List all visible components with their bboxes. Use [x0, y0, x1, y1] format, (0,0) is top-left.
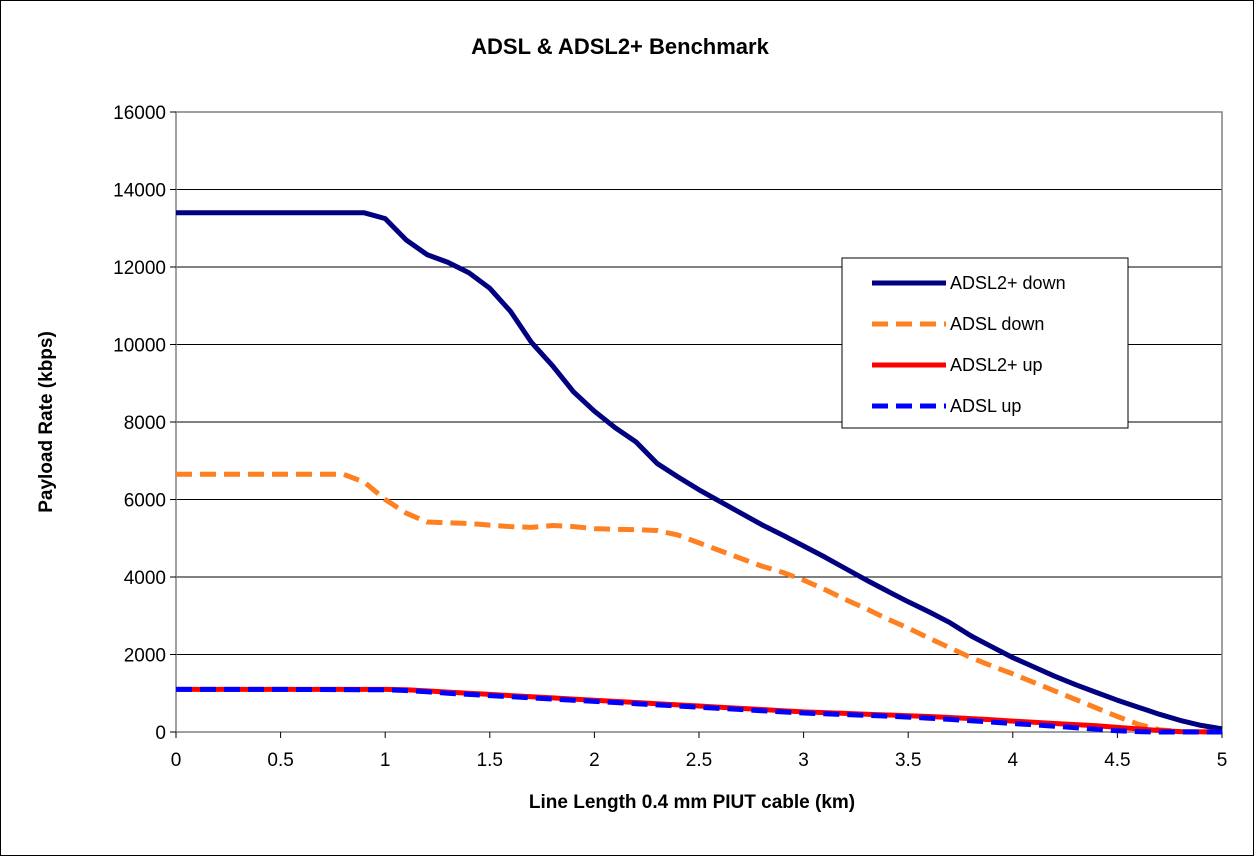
series-layer: [176, 210, 1223, 735]
legend-label: ADSL2+ up: [950, 355, 1043, 375]
legend-label: ADSL up: [950, 396, 1021, 416]
x-tick-label: 4: [1008, 750, 1019, 771]
y-axis-label: Payload Rate (kbps): [36, 331, 57, 513]
legend-label: ADSL down: [950, 314, 1044, 334]
x-tick-label: 5: [1217, 750, 1228, 771]
series-line-adsl2-up: [176, 686, 1223, 735]
x-tick-label: 2: [589, 750, 600, 771]
x-tick-label: 1: [380, 750, 391, 771]
y-tick-label: 14000: [113, 181, 166, 202]
x-tick-label: 4.5: [1104, 750, 1130, 771]
y-tick-label: 8000: [124, 413, 166, 434]
chart-title: ADSL & ADSL2+ Benchmark: [471, 34, 769, 59]
x-axis-label: Line Length 0.4 mm PIUT cable (km): [529, 792, 855, 813]
x-tick-label: 1.5: [477, 750, 503, 771]
x-axis-ticks: 0 0.5 1 1.5 2 2.5 3 3.5 4 4.5 5: [171, 732, 1228, 771]
series-line-adsl-down: [176, 471, 1223, 735]
x-tick-label: 0.5: [267, 750, 293, 771]
x-tick-label: 3: [798, 750, 809, 771]
legend: ADSL2+ down ADSL down ADSL2+ up ADSL up: [841, 257, 1129, 429]
legend-box: [841, 257, 1129, 429]
x-tick-label: 3.5: [895, 750, 921, 771]
series-line-adsl-up: [176, 686, 1222, 735]
y-tick-label: 16000: [113, 103, 166, 124]
y-tick-label: 2000: [124, 646, 166, 667]
series-line-adsl2-down: [176, 210, 1223, 732]
y-tick-label: 0: [155, 723, 166, 744]
y-tick-label: 6000: [124, 491, 166, 512]
legend-label: ADSL2+ down: [950, 273, 1066, 293]
y-tick-label: 12000: [113, 258, 166, 279]
y-tick-label: 4000: [124, 568, 166, 589]
y-tick-label: 10000: [113, 336, 166, 357]
x-tick-label: 0: [171, 750, 182, 771]
y-axis-ticks: 0 2000 4000 6000 8000 10000 12000 14000 16000: [113, 103, 176, 744]
x-tick-label: 2.5: [686, 750, 712, 771]
